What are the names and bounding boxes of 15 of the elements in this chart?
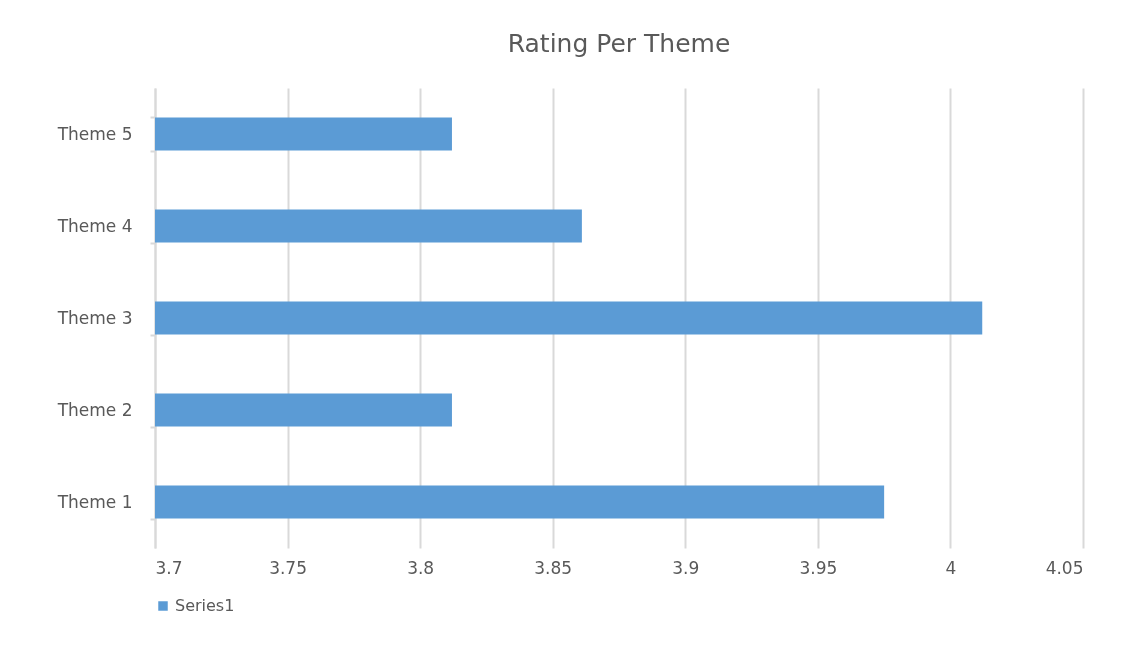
x-tick-label: 3.9: [672, 557, 700, 578]
legend-label: Series1: [175, 596, 235, 615]
y-tick-label: Theme 1: [56, 491, 133, 512]
x-tick-label: 3.7: [155, 557, 183, 578]
y-tick-label: Theme 4: [56, 215, 133, 236]
chart-title: Rating Per Theme: [507, 29, 731, 58]
x-tick-label: 4: [945, 557, 957, 578]
y-tick-label: Theme 3: [56, 307, 133, 328]
x-tick-label: 4.05: [1045, 557, 1084, 578]
x-tick-label: 3.95: [799, 557, 838, 578]
x-tick-label: 3.85: [534, 557, 573, 578]
x-tick-label: 3.8: [407, 557, 435, 578]
y-tick-label: Theme 5: [56, 123, 133, 144]
y-tick-label: Theme 2: [56, 399, 133, 420]
x-tick-label: 3.75: [269, 557, 307, 578]
